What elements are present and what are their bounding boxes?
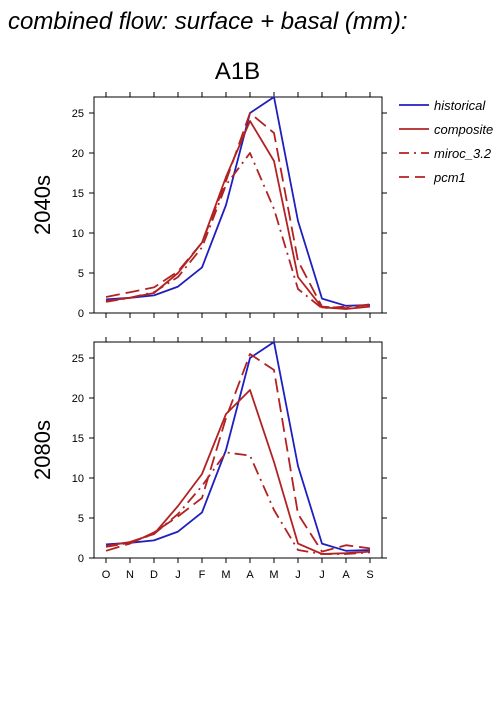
plot-frame	[93, 341, 383, 559]
x-tick-label: M	[221, 569, 230, 581]
figure-title: combined flow: surface + basal (mm):	[8, 8, 408, 35]
panel-2040s: 0 5 10 15 20 25 2040s	[30, 92, 387, 320]
y-tick-label: 10	[72, 228, 84, 240]
series-composite	[105, 120, 371, 310]
x-tick-label: A	[342, 569, 350, 581]
series-pcm1	[105, 353, 371, 553]
legend-label-pcm1: pcm1	[433, 170, 466, 185]
scenario-title: A1B	[214, 58, 261, 85]
legend-label-historical: historical	[434, 98, 486, 113]
chart-legend: historical composite miroc_3.2 pcm1	[399, 98, 493, 185]
y-tick-label: 25	[72, 108, 84, 120]
x-tick-label: M	[269, 569, 278, 581]
series-historical	[105, 96, 371, 307]
x-tick-label: N	[126, 569, 134, 581]
y-tick-label: 25	[72, 353, 84, 365]
row-label: 2040s	[30, 175, 55, 235]
y-tick-label: 10	[72, 473, 84, 485]
y-tick-label: 15	[72, 433, 84, 445]
series-historical	[105, 341, 371, 552]
y-tick-label: 0	[78, 308, 84, 320]
x-tick-label: D	[150, 569, 158, 581]
x-tick-label: J	[319, 569, 325, 581]
series-pcm1	[105, 112, 371, 310]
series-miroc_3.2	[105, 451, 371, 555]
y-tick-label: 5	[78, 268, 84, 280]
row-label: 2080s	[30, 420, 55, 480]
y-tick-label: 20	[72, 148, 84, 160]
x-tick-label: J	[295, 569, 301, 581]
series-miroc_3.2	[105, 152, 371, 310]
series-composite	[105, 389, 371, 555]
y-tick-label: 0	[78, 553, 84, 565]
x-tick-label: O	[102, 569, 111, 581]
y-tick-label: 5	[78, 513, 84, 525]
y-tick-label: 15	[72, 188, 84, 200]
chart-panels: 0 5 10 15 20 25 2040s 0 5 10 15 20 25 O N D J F M A M J J A S 208…	[30, 92, 387, 581]
x-tick-label: F	[199, 569, 206, 581]
x-tick-label: S	[366, 569, 373, 581]
x-tick-label: A	[246, 569, 254, 581]
plot-frame	[93, 96, 383, 314]
panel-2080s: 0 5 10 15 20 25 O N D J F M A M J J A S 2080s	[30, 337, 387, 581]
x-tick-label: J	[175, 569, 181, 581]
legend-label-composite: composite	[434, 122, 493, 137]
legend-label-miroc_3.2: miroc_3.2	[434, 146, 492, 161]
y-tick-label: 20	[72, 393, 84, 405]
